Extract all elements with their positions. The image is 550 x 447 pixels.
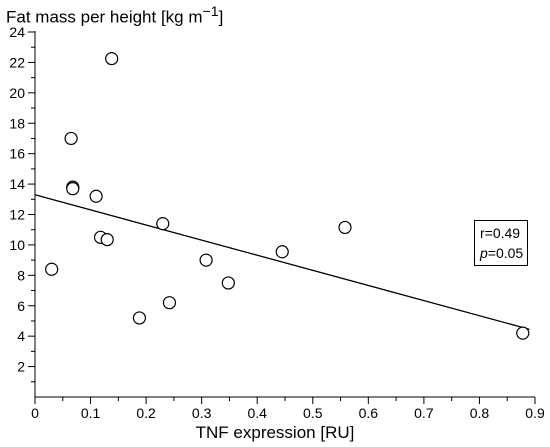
- scatter-point: [275, 245, 289, 259]
- y-tick-label: 16: [9, 146, 25, 162]
- x-tick-label: 0.9: [525, 405, 545, 421]
- stats-box: r=0.49 p=0.05: [474, 220, 528, 266]
- y-tick-label: 18: [9, 115, 25, 131]
- regression-segment: [34, 194, 530, 330]
- y-tick-label: 14: [9, 176, 25, 192]
- scatter-point: [162, 296, 177, 310]
- y-tick-label: 24: [9, 24, 25, 40]
- x-tick-label: 0.5: [303, 405, 323, 421]
- x-tick-label: 0.6: [359, 405, 379, 421]
- x-axis-label: TNF expression [RU]: [195, 423, 355, 442]
- x-tick-label: 0.1: [81, 405, 101, 421]
- axes: [34, 31, 535, 398]
- scatter-point: [45, 262, 59, 276]
- x-tick-label: 0.7: [414, 405, 434, 421]
- y-axis-label: Fat mass per height [kg m−1]: [6, 4, 224, 27]
- y-tick-label: 10: [9, 237, 25, 253]
- p-value: =0.05: [487, 245, 524, 261]
- scatter-point: [516, 326, 530, 340]
- scatter-point: [66, 182, 80, 196]
- scatter-point: [199, 253, 213, 267]
- scatter-point: [132, 311, 147, 325]
- ticks: 0 0.1 0.2 0.3 0.4 0.5 0.6 0.7 0.8 0.9246810121416…: [9, 24, 545, 421]
- scatter-point: [221, 276, 235, 290]
- scatter-point: [64, 131, 78, 146]
- y-tick-label: 22: [9, 54, 25, 70]
- y-tick-label: 6: [17, 298, 25, 314]
- y-tick-label: 12: [9, 207, 25, 223]
- x-tick-label: 0: [31, 405, 39, 421]
- x-tick-label: 0.8: [470, 405, 490, 421]
- x-tick-label: 0.2: [136, 405, 156, 421]
- y-tick-label: 8: [17, 267, 25, 283]
- scatter-point: [338, 220, 352, 235]
- r-value: r=0.49: [480, 225, 521, 241]
- scatter-point: [100, 232, 114, 247]
- data-points: [45, 52, 530, 340]
- x-tick-label: 0.4: [247, 405, 267, 421]
- scatter-point: [105, 52, 119, 66]
- scatter-point: [89, 189, 103, 203]
- scatter-point: [156, 217, 170, 231]
- y-tick-label: 20: [9, 85, 25, 101]
- y-tick-label: 2: [17, 359, 25, 375]
- p-symbol: p: [480, 245, 488, 261]
- x-tick-label: 0.3: [192, 405, 212, 421]
- p-value-row: p=0.05: [480, 243, 527, 263]
- y-tick-label: 4: [17, 328, 25, 344]
- regression-line: [34, 194, 530, 330]
